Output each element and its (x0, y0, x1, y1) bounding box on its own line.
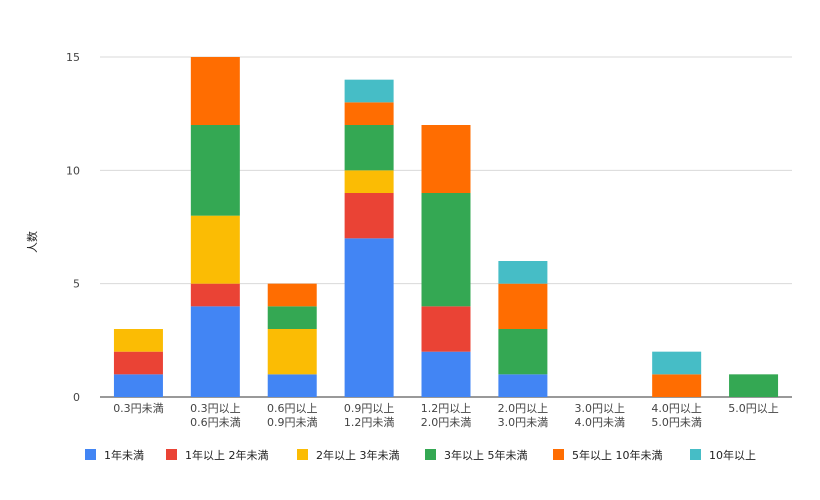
bar-segment (498, 329, 548, 375)
legend-swatch (425, 449, 436, 460)
bar-segment (344, 79, 394, 103)
bar-segment (267, 329, 317, 375)
legend-label: 1年以上 2年未満 (185, 448, 269, 462)
legend-swatch (553, 449, 564, 460)
bar-segment (190, 283, 240, 307)
legend-swatch (166, 449, 177, 460)
bar-segment (267, 283, 317, 307)
bar-segment (344, 193, 394, 239)
x-tick-label: 3.0円以上 (575, 402, 626, 415)
bar-segment (113, 374, 163, 397)
bar-segment (421, 351, 471, 397)
x-tick-label: 5.0円以上 (728, 402, 779, 415)
bar-segment (498, 283, 548, 329)
x-tick-label: 0.6円以上 (267, 402, 318, 415)
bar-segment (344, 125, 394, 171)
x-tick-label: 0.9円未満 (267, 416, 318, 429)
x-axis-ticks: 0.3円未満 0.3円以上0.6円未満0.6円以上0.9円未満0.9円以上1.2円… (113, 402, 779, 429)
legend-label: 2年以上 3年未満 (316, 448, 400, 462)
x-tick-label: 0.3円未満 (113, 402, 164, 415)
y-axis-ticks: 0 5 10 15 (66, 51, 80, 404)
bar-segment (190, 125, 240, 216)
bar-segment (113, 329, 163, 352)
bar-segment (267, 306, 317, 329)
y-tick-label: 0 (73, 391, 80, 404)
y-tick-label: 10 (66, 164, 80, 177)
legend-label: 1年未満 (104, 448, 144, 462)
x-tick-label: 0.6円未満 (190, 416, 241, 429)
bar-segment (421, 306, 471, 352)
bar-segment (344, 170, 394, 193)
y-tick-label: 15 (66, 51, 80, 64)
bar-segment (190, 57, 240, 125)
y-axis-title: 人数 (26, 231, 39, 253)
x-tick-label: 0.9円以上 (344, 402, 395, 415)
x-tick-label: 2.0円以上 (498, 402, 549, 415)
x-tick-label: 3.0円未満 (498, 416, 549, 429)
legend: 1年未満 1年以上 2年未満 2年以上 3年未満 3年以上 5年未満 5年以上 10年未… (85, 448, 756, 462)
legend-swatch (85, 449, 96, 460)
x-tick-label: 1.2円未満 (344, 416, 395, 429)
bar-segment (729, 374, 779, 397)
bar-segment (421, 193, 471, 307)
bar-segment (498, 261, 548, 284)
bar-segment (344, 238, 394, 397)
x-tick-label: 5.0円未満 (651, 416, 702, 429)
bars (113, 57, 779, 397)
x-tick-label: 0.3円以上 (190, 402, 241, 415)
y-tick-label: 5 (73, 278, 80, 291)
bar-segment (113, 351, 163, 375)
bar-segment (498, 374, 548, 397)
bar-segment (267, 374, 317, 397)
bar-segment (344, 102, 394, 125)
bar-segment (652, 351, 702, 375)
bar-segment (652, 374, 702, 397)
bar-segment (421, 125, 471, 193)
legend-swatch (690, 449, 701, 460)
x-tick-label: 1.2円以上 (421, 402, 472, 415)
x-tick-label: 4.0円以上 (651, 402, 702, 415)
legend-label: 10年以上 (709, 448, 756, 462)
bar-segment (190, 306, 240, 397)
legend-swatch (297, 449, 308, 460)
legend-label: 3年以上 5年未満 (444, 448, 528, 462)
x-tick-label: 4.0円未満 (575, 416, 626, 429)
legend-label: 5年以上 10年未満 (572, 448, 663, 462)
bar-segment (190, 215, 240, 284)
x-tick-label: 2.0円未満 (421, 416, 472, 429)
